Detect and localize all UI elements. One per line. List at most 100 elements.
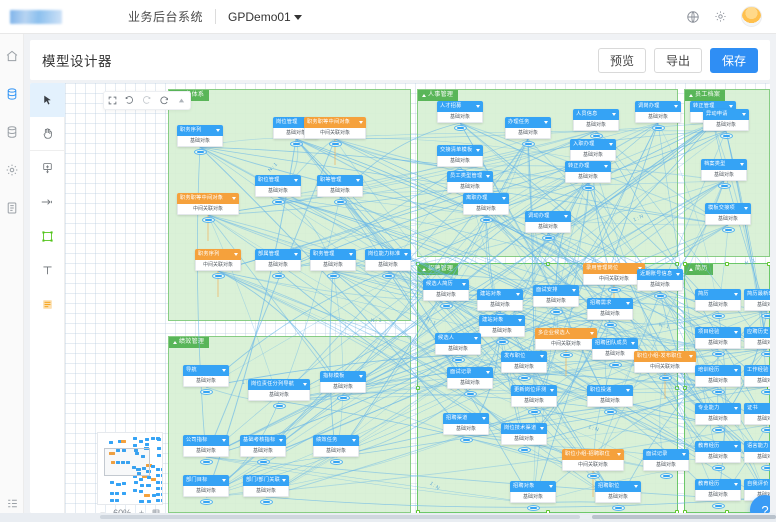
node-port[interactable] [199,459,213,465]
entity-node-header[interactable]: 自我评价 [744,479,770,490]
entity-node[interactable]: 建站对象 基础对象 [479,315,525,337]
entity-node[interactable]: 部门/部门关联 基础对象 [243,475,289,497]
entity-node[interactable]: 招聘需求 基础对象 [587,298,633,320]
entity-node-header[interactable]: 职务职等中间对象 [177,193,239,204]
zoom-out-button[interactable]: − [100,508,106,513]
entity-node[interactable]: 职位小组-发布职位 中间关联对象 [634,351,696,373]
entity-node[interactable]: 面试记录 基础对象 [643,449,689,471]
node-port[interactable] [607,287,621,293]
node-port[interactable] [495,339,509,345]
entity-node-header[interactable]: 语言能力 [744,441,770,452]
node-port[interactable] [721,227,735,233]
node-port[interactable] [603,409,617,415]
node-port[interactable] [711,351,725,357]
sidebar-item-docs[interactable] [4,200,20,216]
entity-node[interactable]: 多企业候选人 中间关联对象 [535,328,597,350]
chevron-down-icon[interactable] [734,293,738,296]
chevron-down-icon[interactable] [462,283,466,286]
chevron-down-icon[interactable] [544,121,548,124]
chevron-down-icon[interactable] [734,483,738,486]
node-port[interactable] [211,273,225,279]
node-port[interactable] [711,503,725,509]
chevron-down-icon[interactable] [359,375,363,378]
entity-node-header[interactable]: 招聘渠道 [443,413,489,424]
entity-node-header[interactable]: 离职办理 [463,193,509,204]
entity-node[interactable]: 培训经历 基础对象 [695,365,741,387]
chevron-down-icon[interactable] [359,121,363,124]
sidebar-collapse-icon[interactable] [0,497,24,510]
entity-node[interactable]: 建站对象 基础对象 [477,289,523,311]
chevron-down-icon[interactable] [518,319,522,322]
entity-node-header[interactable]: 职务管理 [310,249,356,260]
chevron-down-icon[interactable] [734,369,738,372]
entity-node[interactable]: 招聘对象 基础对象 [510,481,556,503]
node-port[interactable] [603,322,617,328]
node-port[interactable] [381,273,395,279]
entity-node[interactable]: 职务序列 中间关联对象 [195,249,241,271]
node-port[interactable] [272,403,286,409]
entity-node-header[interactable]: 录用管理岗位 [583,263,645,274]
chevron-down-icon[interactable] [638,267,642,270]
entity-node[interactable]: 职务序列 基础对象 [177,125,223,147]
node-port[interactable] [717,183,731,189]
node-port[interactable] [711,389,725,395]
entity-node-header[interactable]: 简历最新时间 [744,289,770,300]
entity-node[interactable]: 部属管理 基础对象 [255,249,301,271]
pan-tool[interactable] [30,117,65,151]
node-port[interactable] [199,499,213,505]
entity-node[interactable]: 入职办理 基础对象 [570,139,616,161]
entity-node[interactable]: 人员信息 基础对象 [573,109,619,131]
chevron-down-icon[interactable] [234,253,238,256]
note-tool[interactable] [30,287,65,321]
chevron-down-icon[interactable] [222,369,226,372]
entity-node[interactable]: 录用管理岗位 中间关联对象 [583,263,645,285]
entity-node[interactable]: 职位投递 基础对象 [587,385,633,407]
resize-handle[interactable] [416,262,420,266]
minimap-viewport[interactable] [104,448,150,476]
chevron-down-icon[interactable] [282,479,286,482]
node-port[interactable] [658,375,672,381]
node-port[interactable] [611,505,625,511]
entity-node-header[interactable]: 档案类型 [701,159,747,170]
entity-node-header[interactable]: 面试安排 [533,285,579,296]
chevron-down-icon[interactable] [349,253,353,256]
entity-node-header[interactable]: 办理任务 [505,117,551,128]
node-port[interactable] [199,389,213,395]
resize-handle[interactable] [675,386,679,390]
brand-logo-wrap[interactable] [0,0,128,34]
entity-node-header[interactable]: 岗位能力标准 [365,249,411,260]
entity-node[interactable]: 模板交接项 基础对象 [705,203,751,225]
entity-node[interactable]: 基础考核指标 基础对象 [240,435,286,457]
entity-node[interactable]: 绩效任务 基础对象 [313,435,359,457]
gear-icon[interactable] [714,10,727,23]
entity-node[interactable]: 应聘历史基础对象 [744,327,770,349]
entity-node-header[interactable]: 指标模板 [320,371,366,382]
entity-node[interactable]: 招聘职位 基础对象 [595,481,641,503]
sidebar-item-home[interactable] [4,48,20,64]
entity-node-header[interactable]: 岗位技术渠道 [501,423,547,434]
entity-node[interactable]: 转正办理 基础对象 [565,161,611,183]
entity-node[interactable]: 职务职等中间对象 中间关联对象 [304,117,366,139]
entity-node-header[interactable]: 职位小组-发布职位 [634,351,696,362]
node-port[interactable] [527,409,541,415]
entity-node-header[interactable]: 部属管理 [255,249,301,260]
chevron-down-icon[interactable] [222,439,226,442]
chevron-down-icon[interactable] [279,439,283,442]
chevron-down-icon[interactable] [474,337,478,340]
node-port[interactable] [586,473,600,479]
chevron-down-icon[interactable] [540,355,544,358]
chevron-down-icon[interactable] [626,389,630,392]
chevron-down-icon[interactable] [482,417,486,420]
entity-node-header[interactable]: 简历 [695,289,741,300]
node-port[interactable] [541,235,555,241]
entity-node-header[interactable]: 工作经验 [744,365,770,376]
entity-node-header[interactable]: 岗位责任分列导航 [248,379,310,390]
entity-node-header[interactable]: 职位投递 [587,385,633,396]
entity-node-header[interactable]: 绩效任务 [313,435,359,446]
node-port[interactable] [760,465,770,471]
entity-node-header[interactable]: 导航 [183,365,229,376]
entity-node-header[interactable]: 人员信息 [573,109,619,120]
entity-node[interactable]: 部门目标 基础对象 [183,475,229,497]
chevron-down-icon[interactable] [549,485,553,488]
chevron-down-icon[interactable] [216,129,220,132]
